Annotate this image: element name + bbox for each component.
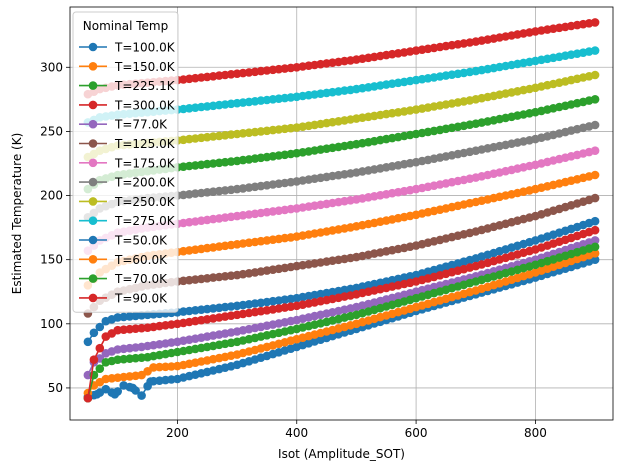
- legend-swatch-marker: [88, 254, 98, 264]
- y-tick-label: 100: [40, 317, 63, 331]
- data-point: [590, 18, 600, 27]
- data-point: [590, 193, 600, 203]
- x-tick-label: 600: [405, 426, 428, 440]
- data-point: [95, 343, 105, 353]
- legend-item: T=175.0K: [79, 156, 176, 170]
- legend-item: T=125.0K: [79, 137, 176, 151]
- data-point: [590, 242, 600, 252]
- legend-swatch-marker: [88, 197, 98, 206]
- legend-item: T=250.0K: [79, 195, 176, 209]
- legend-label: T=175.0K: [114, 156, 176, 170]
- legend-item: T=200.0K: [79, 176, 176, 190]
- legend-swatch-marker: [88, 62, 98, 71]
- series-T=60.0K: [83, 249, 600, 398]
- data-point: [590, 70, 600, 80]
- y-axis-label: Estimated Temperature (K): [10, 133, 24, 295]
- legend-label: T=275.0K: [114, 214, 176, 228]
- y-tick-label: 150: [40, 253, 63, 267]
- data-point: [590, 236, 600, 245]
- data-point: [113, 387, 122, 396]
- legend-swatch-marker: [88, 293, 98, 303]
- y-tick-label: 200: [40, 189, 63, 203]
- data-point: [89, 355, 99, 365]
- x-tick-label: 800: [524, 426, 547, 440]
- legend-swatch-marker: [88, 216, 98, 225]
- legend-item: T=70.0K: [79, 272, 168, 286]
- legend-label: T=225.1K: [114, 79, 176, 93]
- data-point: [590, 46, 600, 55]
- data-point: [590, 255, 600, 264]
- series-T=70.0K: [83, 242, 600, 403]
- x-tick-label: 200: [166, 426, 189, 440]
- legend-box: [72, 11, 179, 313]
- series-T=90.0K: [83, 225, 600, 403]
- legend-swatch-marker: [88, 81, 98, 90]
- data-point: [95, 322, 105, 332]
- axes-frame: [69, 6, 614, 421]
- legend-label: T=77.0K: [114, 118, 168, 132]
- data-point: [89, 328, 99, 338]
- legend-label: T=150.0K: [114, 60, 176, 74]
- data-point: [131, 386, 140, 395]
- y-tick-label: 50: [48, 381, 63, 395]
- legend-label: T=60.0K: [114, 253, 168, 267]
- data-point: [590, 249, 600, 258]
- legend-item: T=77.0K: [79, 118, 168, 132]
- legend-item: T=225.1K: [79, 79, 176, 93]
- legend-item: T=90.0K: [79, 291, 168, 305]
- data-point: [95, 364, 105, 374]
- y-tick-label: 300: [40, 60, 63, 74]
- y-tick-label: 250: [40, 124, 63, 138]
- data-point: [590, 95, 600, 104]
- legend-swatch-marker: [88, 274, 98, 283]
- series-T=77.0K: [83, 236, 600, 380]
- legend-label: T=100.0K: [114, 41, 176, 55]
- data-point: [83, 393, 93, 403]
- legend-swatch-marker: [88, 119, 98, 129]
- legend-item: T=150.0K: [79, 60, 176, 74]
- series-T=275.0K: [83, 46, 600, 127]
- x-axis-label: Isot (Amplitude_SOT): [278, 447, 405, 461]
- legend-label: T=70.0K: [114, 272, 168, 286]
- x-tick-label: 400: [285, 426, 308, 440]
- legend-item: T=100.0K: [79, 41, 176, 55]
- series-T=200.0K: [83, 120, 600, 222]
- legend-label: T=50.0K: [114, 234, 168, 248]
- legend-title: Nominal Temp: [83, 19, 168, 33]
- data-point: [83, 370, 93, 380]
- data-point: [590, 146, 600, 155]
- data-point: [137, 391, 146, 400]
- legend: Nominal Temp T=100.0K T=150.0K T=225.1K T=3…: [72, 11, 179, 313]
- legend-swatch-marker: [88, 139, 98, 148]
- legend-label: T=300.0K: [114, 98, 176, 112]
- legend-label: T=200.0K: [114, 176, 176, 190]
- data-point: [83, 337, 93, 347]
- ticks: 200 400 600 800 50 100 150 200 250 300: [40, 60, 547, 440]
- legend-swatch-marker: [88, 177, 98, 187]
- legend-swatch-marker: [88, 42, 98, 52]
- series-T=100.0K: [83, 216, 600, 347]
- legend-item: T=50.0K: [79, 234, 168, 248]
- data-point: [590, 216, 600, 226]
- data-point: [590, 120, 600, 130]
- legend-swatch-marker: [88, 158, 98, 168]
- legend-item: T=300.0K: [79, 98, 176, 112]
- legend-label: T=90.0K: [114, 291, 168, 305]
- data-point: [590, 225, 600, 235]
- legend-label: T=125.0K: [114, 137, 176, 151]
- legend-label: T=250.0K: [114, 195, 176, 209]
- legend-item: T=60.0K: [79, 253, 168, 267]
- legend-swatch-marker: [88, 235, 98, 245]
- data-point: [590, 170, 600, 180]
- legend-item: T=275.0K: [79, 214, 176, 228]
- legend-swatch-marker: [88, 100, 98, 110]
